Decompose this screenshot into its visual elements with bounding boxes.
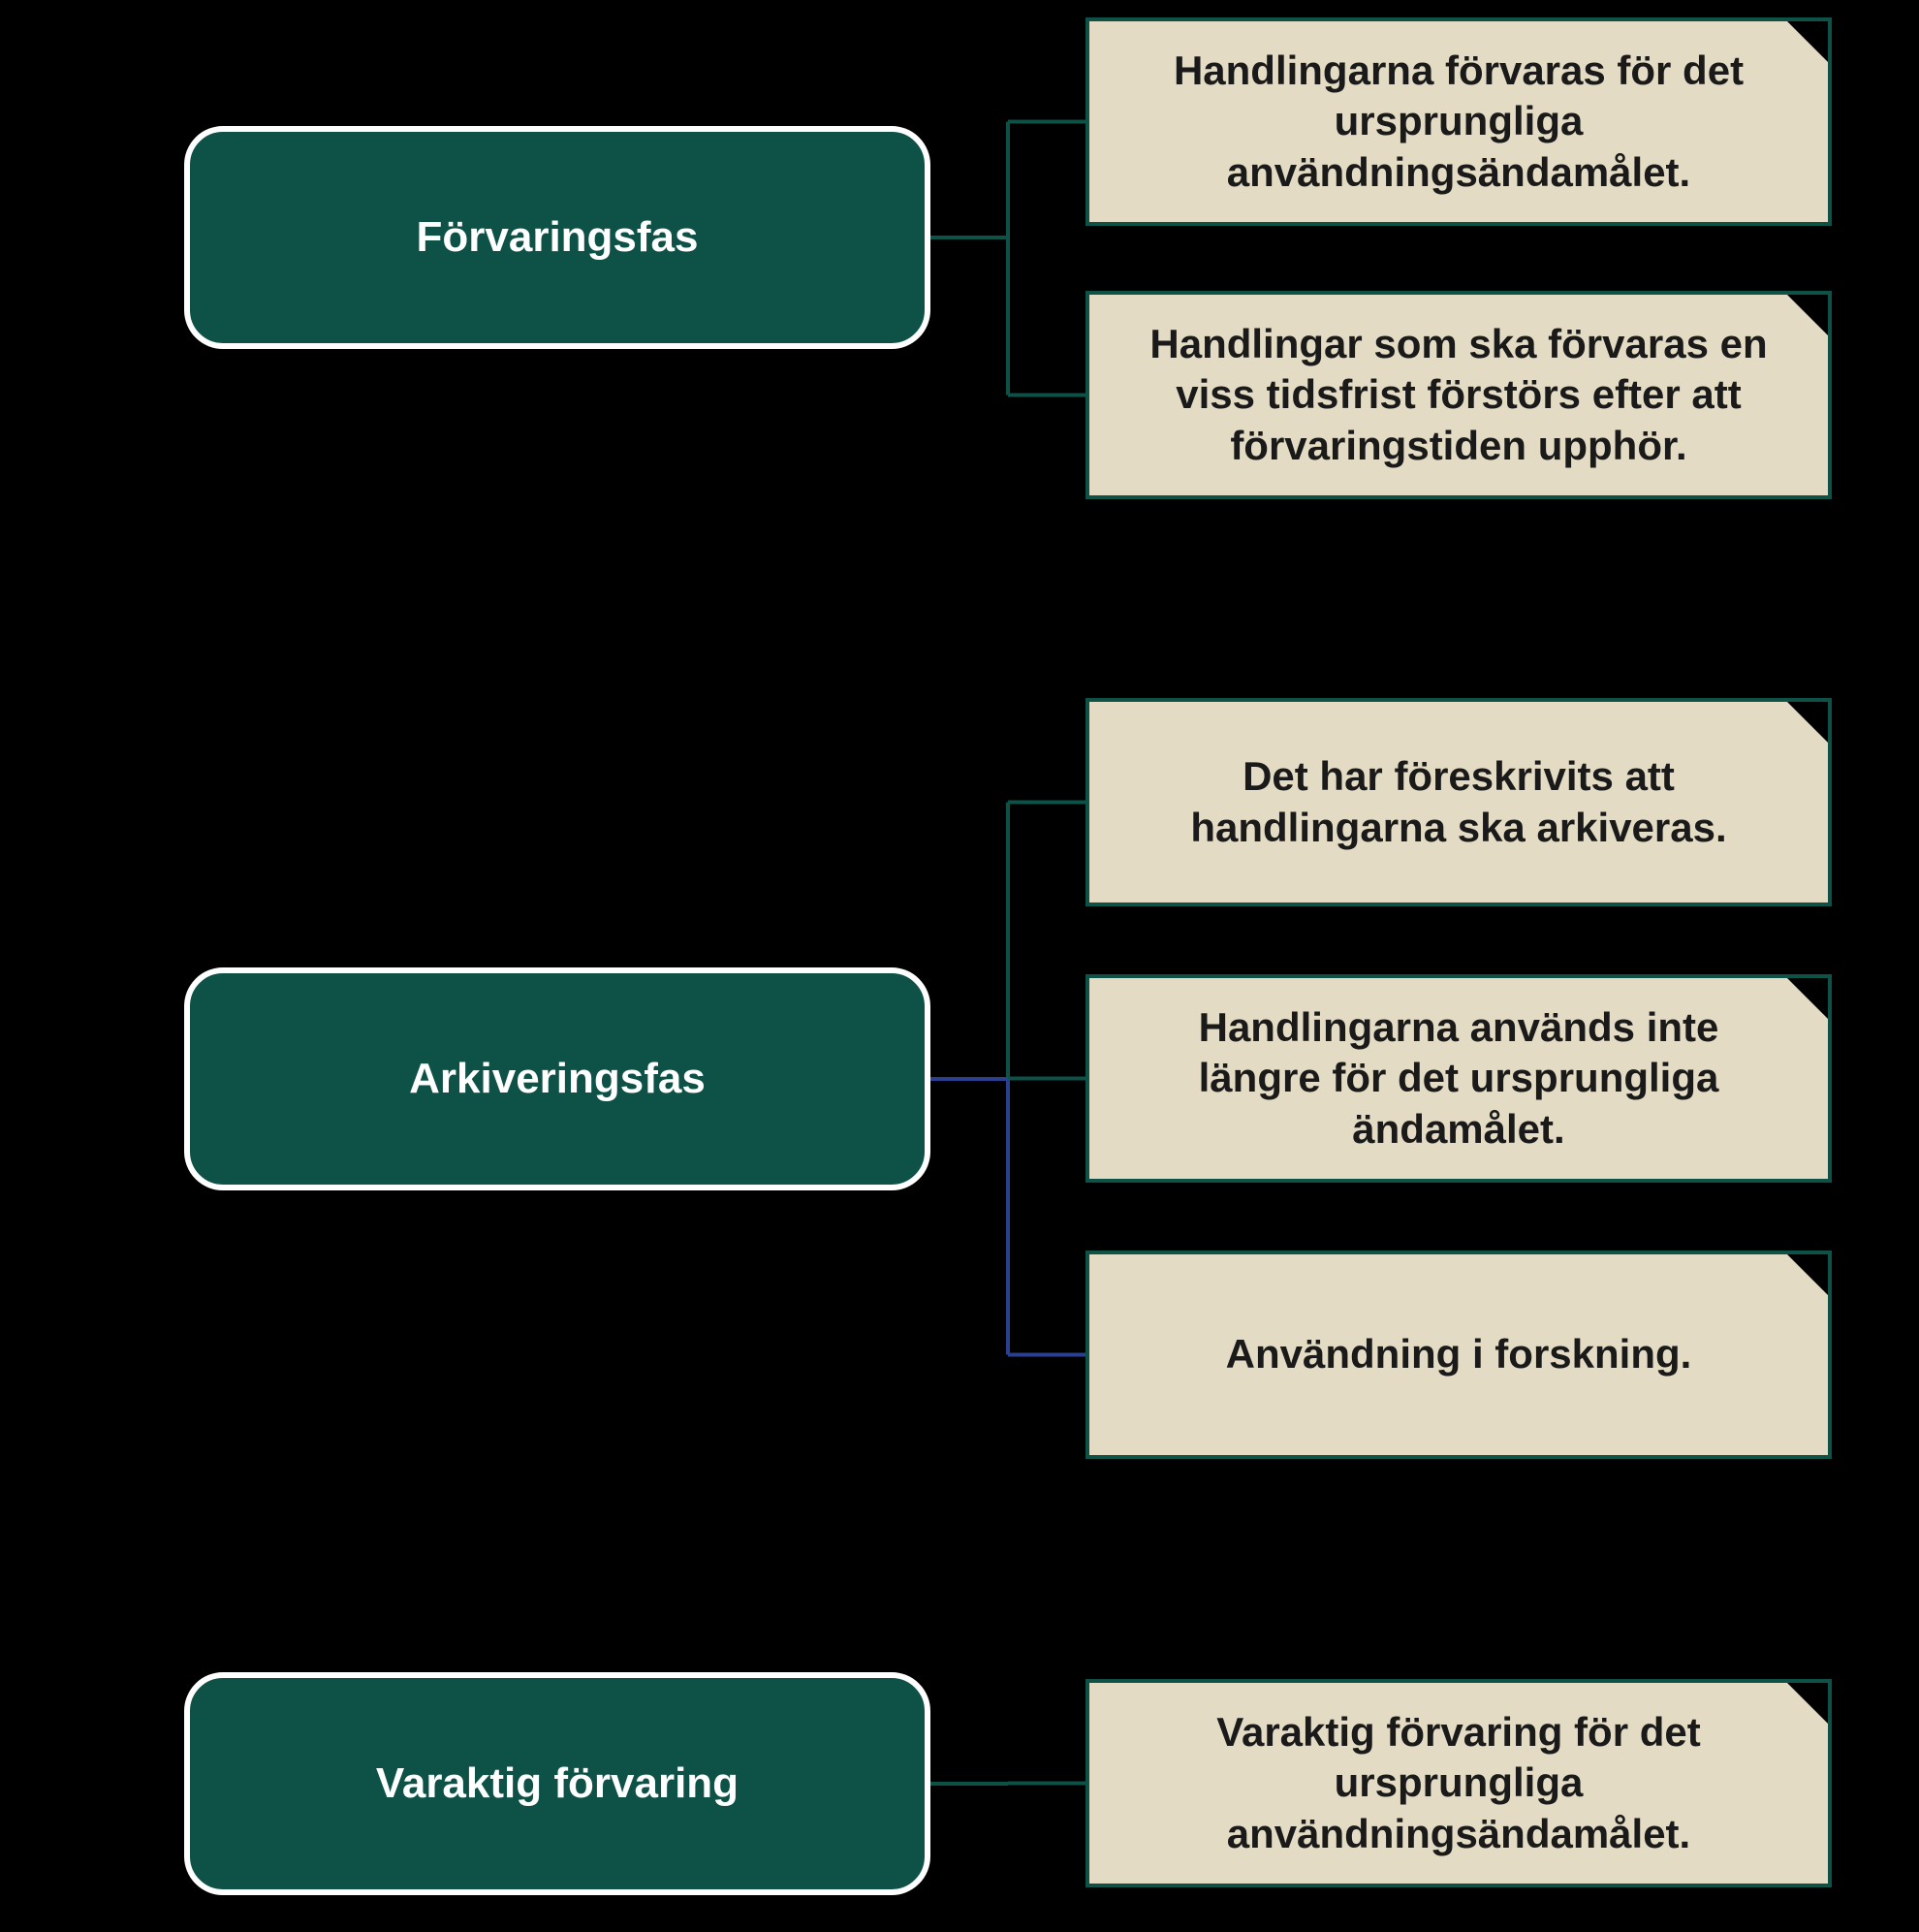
detail-text: Handlingarna används inte längre för det… xyxy=(1138,1002,1779,1156)
detail-4: Handlingarna används inte längre för det… xyxy=(1085,974,1832,1183)
detail-6: Varaktig förvaring för det ursprungliga … xyxy=(1085,1679,1832,1887)
detail-2: Handlingar som ska förvaras en viss tids… xyxy=(1085,291,1832,499)
corner-cut-icon xyxy=(1787,702,1828,743)
detail-text: Handlingar som ska förvaras en viss tids… xyxy=(1138,319,1779,472)
detail-1: Handlingarna förvaras för det ursprungli… xyxy=(1085,17,1832,226)
phase-varaktig: Varaktig förvaring xyxy=(184,1672,930,1895)
corner-cut-icon xyxy=(1787,978,1828,1019)
detail-text: Användning i forskning. xyxy=(1226,1329,1692,1380)
corner-cut-icon xyxy=(1787,295,1828,335)
phase-label: Arkiveringsfas xyxy=(409,1055,706,1103)
phase-diagram: Förvaringsfas Handlingarna förvaras för d… xyxy=(0,0,1919,1932)
detail-text: Varaktig förvaring för det ursprungliga … xyxy=(1138,1707,1779,1860)
detail-text: Handlingarna förvaras för det ursprungli… xyxy=(1138,46,1779,199)
corner-cut-icon xyxy=(1787,1683,1828,1724)
corner-cut-icon xyxy=(1787,21,1828,62)
detail-5: Användning i forskning. xyxy=(1085,1251,1832,1459)
phase-label: Varaktig förvaring xyxy=(376,1759,739,1808)
detail-3: Det har föreskrivits att handlingarna sk… xyxy=(1085,698,1832,906)
phase-arkivering: Arkiveringsfas xyxy=(184,967,930,1190)
detail-text: Det har föreskrivits att handlingarna sk… xyxy=(1138,751,1779,853)
phase-forvaring: Förvaringsfas xyxy=(184,126,930,349)
corner-cut-icon xyxy=(1787,1254,1828,1295)
phase-label: Förvaringsfas xyxy=(417,213,699,262)
